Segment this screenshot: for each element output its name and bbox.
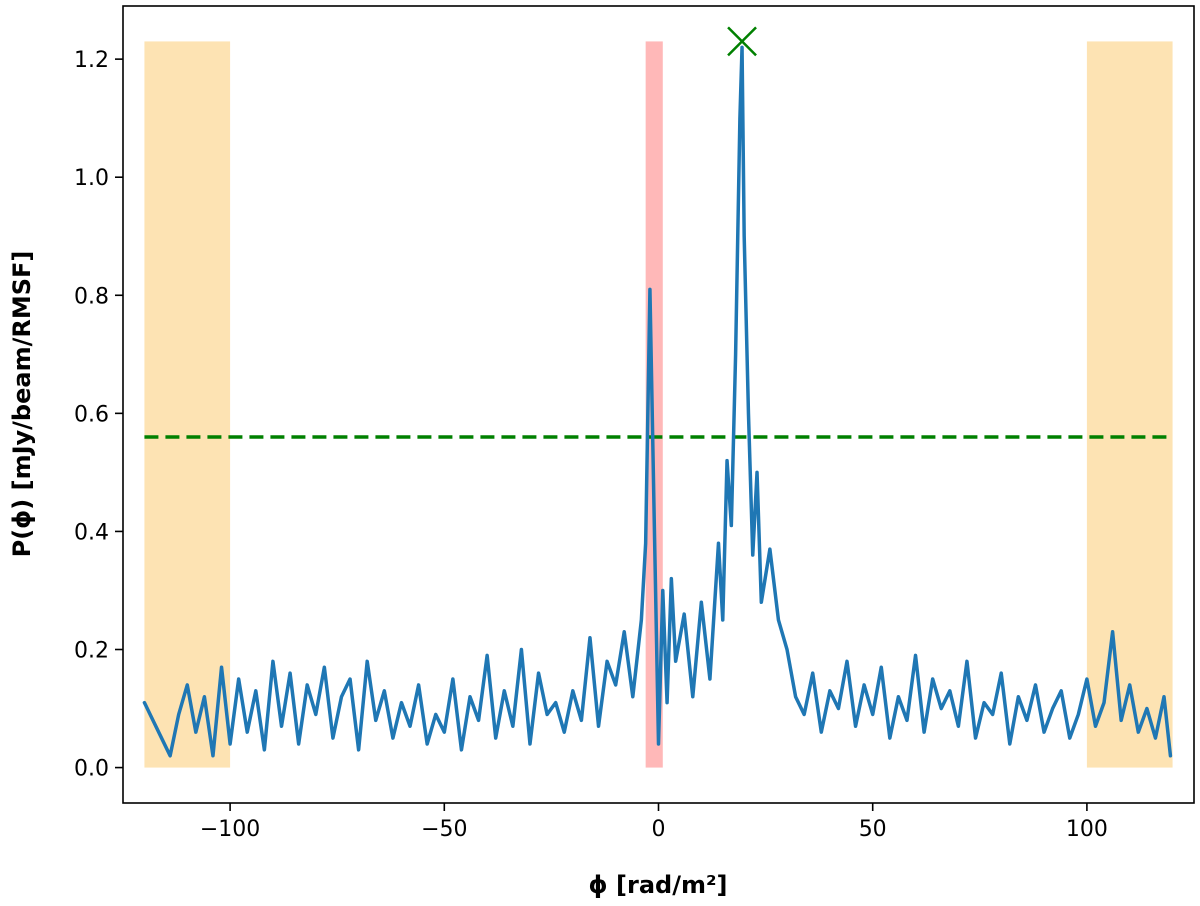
y-tick-label: 0.4 xyxy=(74,520,109,545)
y-axis: 0.0 0.2 0.4 0.6 0.8 1.0 1.2 xyxy=(74,48,123,782)
shaded-regions xyxy=(144,41,1173,768)
x-tick-label: 0 xyxy=(652,817,666,842)
y-tick-label: 1.0 xyxy=(74,166,109,191)
y-tick-label: 1.2 xyxy=(74,48,109,73)
x-tick-label: 100 xyxy=(1066,817,1108,842)
shaded-region-1 xyxy=(144,41,231,768)
y-tick-label: 0.0 xyxy=(74,757,109,782)
shaded-region-2 xyxy=(645,41,663,768)
x-tick-label: 50 xyxy=(859,817,887,842)
y-tick-label: 0.8 xyxy=(74,284,109,309)
x-axis-label: ϕ [rad/m²] xyxy=(589,871,728,899)
shaded-region-3 xyxy=(1086,41,1173,768)
y-tick-label: 0.6 xyxy=(74,402,109,427)
y-axis-label: P(ϕ) [mJy/beam/RMSF] xyxy=(8,251,36,558)
series-line-1 xyxy=(142,45,1173,758)
x-tick-label: −50 xyxy=(421,817,467,842)
x-axis: −100 −50 0 50 100 xyxy=(200,803,1108,842)
y-tick-label: 0.2 xyxy=(74,639,109,664)
x-tick-label: −100 xyxy=(200,817,260,842)
series-group xyxy=(142,45,1173,758)
peak-marker xyxy=(727,26,757,57)
peak-marker-group xyxy=(727,26,757,57)
